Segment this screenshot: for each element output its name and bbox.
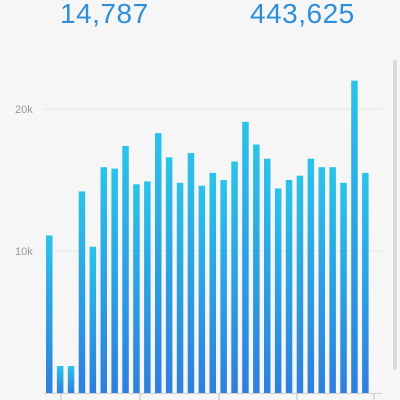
bar-5[interactable] (89, 246, 97, 393)
y-tick-label-20k: 20k (15, 104, 33, 116)
bar-16[interactable] (209, 172, 217, 393)
bar-21[interactable] (264, 158, 271, 393)
bar-3[interactable] (67, 366, 75, 393)
bar-6[interactable] (100, 167, 108, 393)
scrollbar[interactable] (393, 60, 397, 370)
bar-12[interactable] (165, 157, 173, 393)
bar-9[interactable] (133, 184, 140, 393)
bar-27[interactable] (329, 167, 336, 393)
bar-13[interactable] (176, 182, 184, 393)
total-left-value: 14,787 (60, 0, 149, 29)
bar-30[interactable] (362, 172, 369, 393)
y-tick-label-10k: 10k (15, 246, 33, 258)
bar-7[interactable] (111, 168, 118, 393)
bars (46, 80, 369, 394)
bar-1[interactable] (46, 235, 53, 393)
bar-2[interactable] (56, 366, 64, 393)
bar-24[interactable] (296, 175, 304, 393)
total-right-value: 443,625 (250, 0, 355, 29)
bar-11[interactable] (155, 133, 162, 393)
bar-25[interactable] (307, 158, 315, 393)
x-axis (44, 393, 382, 400)
bar-17[interactable] (220, 180, 227, 393)
bar-10[interactable] (144, 181, 151, 393)
bar-19[interactable] (242, 121, 249, 394)
bar-14[interactable] (187, 153, 195, 393)
bar-29[interactable] (351, 80, 358, 393)
bar-20[interactable] (253, 144, 260, 394)
bar-26[interactable] (318, 167, 326, 393)
bar-28[interactable] (340, 182, 347, 393)
bar-8[interactable] (122, 145, 129, 393)
bar-23[interactable] (285, 180, 293, 393)
grid-lines: 10k 20k (15, 104, 382, 258)
bar-4[interactable] (78, 191, 86, 393)
bar-22[interactable] (274, 188, 282, 394)
bar-18[interactable] (231, 161, 238, 394)
bar-15[interactable] (198, 185, 206, 393)
